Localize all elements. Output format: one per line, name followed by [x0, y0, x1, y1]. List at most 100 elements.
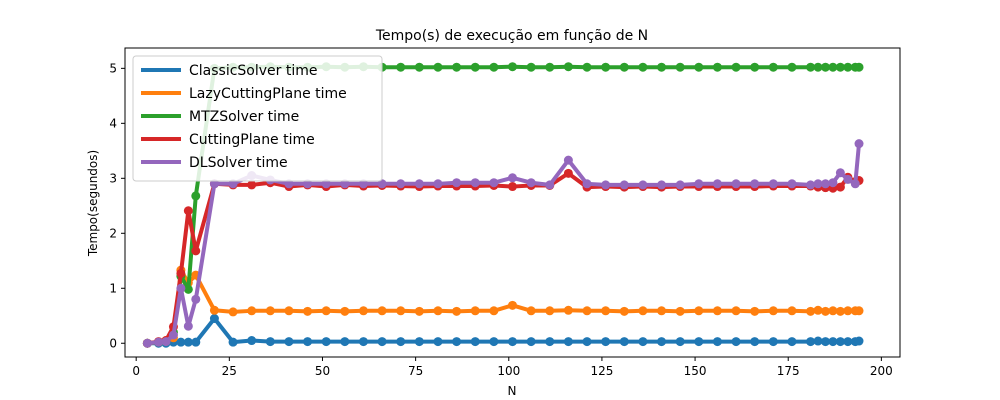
data-point	[396, 179, 406, 189]
x-axis-label: N	[508, 384, 517, 398]
series-5	[142, 139, 864, 348]
data-point	[712, 179, 722, 189]
data-point	[414, 337, 424, 347]
data-point	[813, 179, 823, 189]
x-tick-label: 200	[870, 364, 893, 378]
data-point	[828, 306, 838, 316]
data-point	[806, 306, 816, 316]
data-point	[452, 337, 462, 347]
data-point	[750, 62, 760, 72]
chart-title: Tempo(s) de execução em função de N	[375, 28, 648, 44]
data-point	[433, 337, 443, 347]
data-point	[303, 337, 313, 347]
data-point	[582, 179, 592, 189]
data-point	[340, 337, 350, 347]
data-point	[582, 306, 592, 316]
x-tick-label: 150	[684, 364, 707, 378]
data-point	[433, 179, 443, 189]
data-point	[191, 337, 201, 347]
data-point	[854, 62, 864, 72]
data-point	[396, 306, 406, 316]
x-tick-label: 125	[590, 364, 613, 378]
data-point	[813, 336, 823, 346]
data-point	[828, 337, 838, 347]
y-axis-label: Tempo(segundos)	[86, 150, 100, 257]
data-point	[731, 179, 741, 189]
data-point	[358, 179, 368, 189]
data-point	[750, 179, 760, 189]
data-point	[675, 180, 685, 190]
data-point	[843, 62, 853, 72]
data-point	[820, 179, 830, 189]
data-point	[787, 306, 797, 316]
data-point	[508, 173, 517, 183]
data-point	[563, 305, 573, 315]
data-point	[433, 306, 443, 316]
data-point	[619, 306, 629, 316]
data-point	[545, 337, 555, 347]
data-point	[545, 306, 555, 316]
data-point	[694, 179, 704, 189]
data-point	[675, 62, 685, 72]
data-point	[843, 174, 853, 184]
data-point	[850, 179, 860, 189]
data-point	[545, 180, 555, 190]
data-point	[183, 206, 193, 216]
y-tick-label: 1	[109, 281, 117, 295]
data-point	[526, 306, 536, 316]
data-point	[820, 62, 830, 72]
y-tick-label: 2	[109, 226, 117, 240]
data-point	[452, 306, 462, 316]
data-point	[835, 306, 845, 316]
data-point	[154, 337, 164, 347]
data-point	[414, 62, 424, 72]
x-tick-label: 50	[315, 364, 330, 378]
data-point	[340, 306, 350, 316]
data-point	[813, 305, 823, 315]
data-point	[142, 338, 152, 348]
data-point	[340, 179, 350, 189]
data-point	[787, 337, 797, 347]
data-point	[731, 337, 741, 347]
data-point	[694, 62, 704, 72]
data-point	[209, 305, 219, 315]
data-point	[820, 337, 830, 347]
data-point	[414, 306, 424, 316]
data-point	[414, 179, 424, 189]
data-point	[526, 178, 536, 188]
data-point	[828, 178, 838, 188]
data-point	[843, 306, 853, 316]
data-point	[265, 337, 275, 347]
data-point	[638, 180, 648, 190]
data-point	[321, 337, 331, 347]
data-point	[854, 336, 864, 346]
data-point	[601, 306, 611, 316]
data-point	[835, 182, 845, 192]
data-point	[563, 168, 573, 178]
data-point	[209, 179, 219, 189]
data-point	[750, 306, 760, 316]
x-tick-label: 100	[497, 364, 520, 378]
data-point	[176, 283, 186, 293]
data-point	[183, 321, 193, 331]
data-point	[768, 337, 778, 347]
data-point	[768, 306, 778, 316]
data-point	[657, 337, 667, 347]
data-point	[303, 179, 313, 189]
data-point	[377, 306, 387, 316]
data-point	[563, 62, 573, 72]
data-point	[854, 306, 864, 316]
legend: ClassicSolver time LazyCuttingPlane time M…	[132, 55, 383, 182]
data-point	[508, 337, 517, 347]
axes-layer: 0 25 50 75 100 125 150 175 200 0 1 2 3 4 5	[109, 47, 901, 378]
data-point	[813, 62, 823, 72]
data-point	[657, 62, 667, 72]
data-point	[787, 179, 797, 189]
data-point	[619, 180, 629, 190]
data-point	[470, 178, 480, 188]
data-point	[396, 337, 406, 347]
data-point	[854, 139, 864, 149]
data-point	[176, 268, 186, 278]
data-point	[828, 62, 838, 72]
